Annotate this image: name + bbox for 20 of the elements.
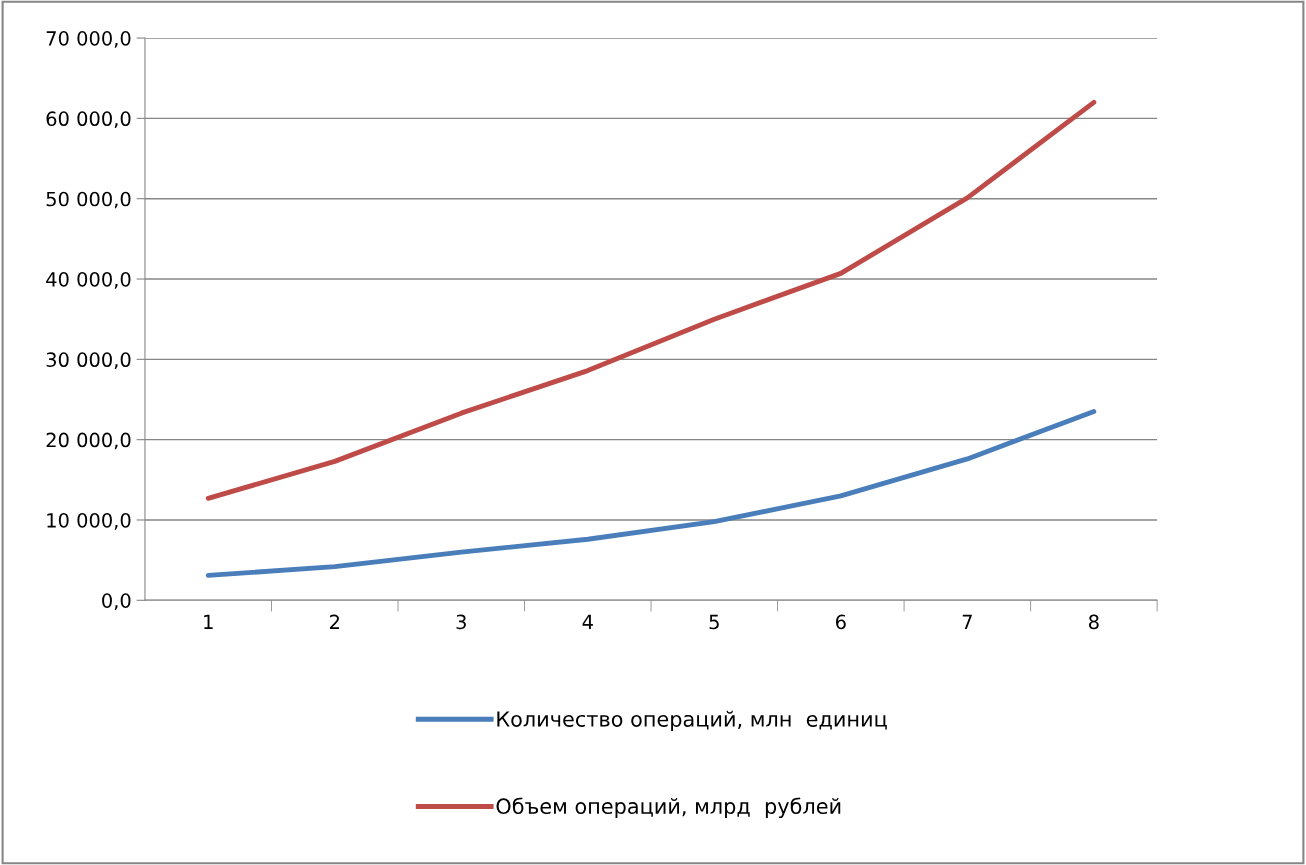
x-tick-label: 7 [962,614,972,629]
y-tick-label: 70 000,0 [46,31,131,48]
x-tick-label: 8 [1088,614,1099,630]
y-tick-label: 40 000,0 [46,271,131,289]
x-tick-label: 4 [582,614,593,629]
legend-label: Объем операций, млрд рублей [496,797,841,819]
legend-label: Количество операций, млн единиц [497,710,887,731]
x-tick-label: 1 [204,614,213,629]
y-tick-label: 10 000,0 [47,512,131,530]
x-tick-label: 2 [329,614,339,629]
x-tick-label: 3 [456,614,466,630]
x-tick-label: 5 [709,614,719,630]
y-tick-label: 0,0 [102,593,131,610]
y-tick-label: 30 000,0 [46,352,131,369]
y-tick-label: 50 000,0 [46,191,131,209]
x-tick-label: 6 [835,614,846,630]
line-series [205,409,1097,578]
y-tick-label: 60 000,0 [46,111,131,129]
y-tick-label: 20 000,0 [46,432,131,450]
line-series [205,99,1097,501]
